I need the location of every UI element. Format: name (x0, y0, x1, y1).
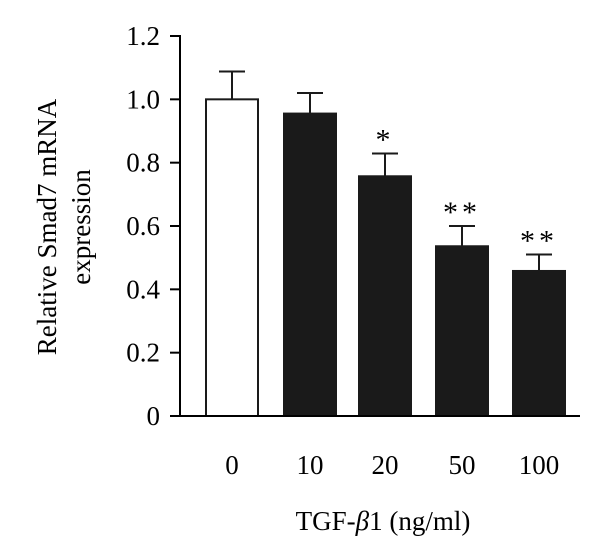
x-axis-label-prefix: TGF- (296, 506, 356, 536)
significance-label: ** (520, 225, 558, 258)
y-axis-ticks: 0 0.2 0.4 0.6 0.8 1.0 1.2 (126, 21, 180, 431)
y-tick-label: 0.2 (126, 338, 160, 368)
y-axis-label-line1: Relative Smad7 mRNA (32, 98, 62, 355)
y-tick-label: 0 (147, 401, 161, 431)
significance-label: * (376, 123, 395, 156)
x-axis-label-symbol: β (355, 506, 370, 536)
y-tick-label: 0.4 (126, 274, 160, 304)
x-axis-label: TGF-β1 (ng/ml) (296, 506, 471, 536)
y-axis-label: Relative Smad7 mRNA expression (32, 98, 96, 355)
x-axis-ticks: 0 10 20 50 100 (225, 450, 559, 480)
bar-50 (435, 245, 489, 417)
significance-label: ** (443, 196, 481, 229)
x-tick-label: 0 (225, 450, 239, 480)
bar-20 (358, 175, 412, 417)
x-axis-label-suffix: 1 (ng/ml) (369, 506, 470, 536)
y-axis-label-line2: expression (66, 169, 96, 285)
bar-10 (283, 112, 337, 417)
y-tick-label: 0.8 (126, 148, 160, 178)
bar-100 (512, 269, 566, 418)
x-tick-label: 10 (297, 450, 324, 480)
x-tick-label: 20 (372, 450, 399, 480)
y-tick-label: 0.6 (126, 211, 160, 241)
y-tick-label: 1.2 (126, 21, 160, 51)
y-tick-label: 1.0 (126, 84, 160, 114)
x-tick-label: 100 (519, 450, 560, 480)
bars: ***** (205, 70, 566, 418)
bar-0 (205, 98, 259, 417)
x-tick-label: 50 (449, 450, 476, 480)
